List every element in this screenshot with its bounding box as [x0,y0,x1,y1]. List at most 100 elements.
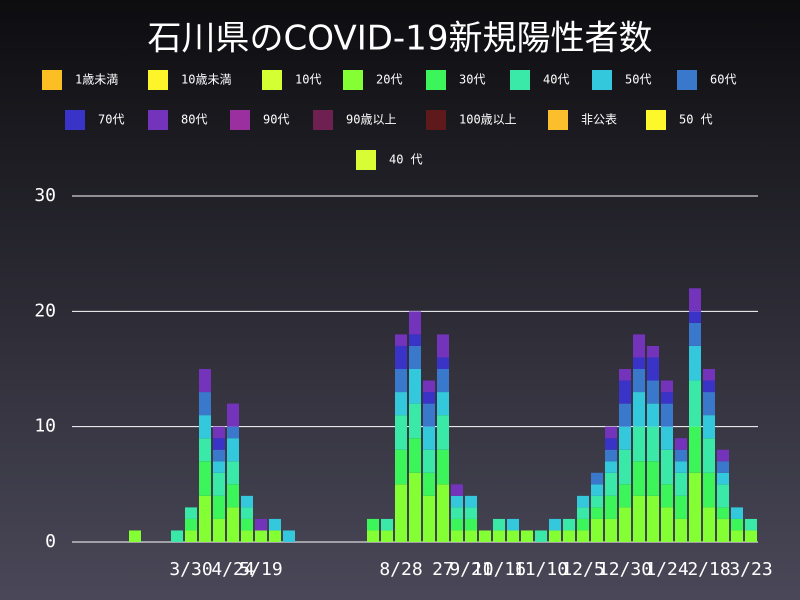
bar-segment [269,530,281,542]
bar-segment [605,495,617,519]
bar-segment [633,426,645,462]
bar-segment [465,495,477,508]
bar-segment [241,518,253,531]
bar-segment [213,472,225,496]
bar-segment [395,392,407,416]
legend-swatch [313,110,333,130]
legend-label: 1歳未満 [75,73,118,87]
bar-segment [563,518,575,531]
bar-segment [619,380,631,404]
bar-segment [675,461,687,473]
bar-segment [549,530,561,542]
legend-swatch [548,110,568,130]
bar-segment [689,345,701,381]
bar-segment [633,461,645,496]
bar-segment [605,461,617,473]
bar-segment [731,507,743,519]
y-tick-label: 30 [34,185,56,206]
bar-segment [437,369,449,393]
bar-segment [493,518,505,531]
bar-segment [199,392,211,416]
bar-segment [563,530,575,542]
bar-segment [395,345,407,369]
y-tick-label: 20 [34,300,56,321]
bar-segment [745,518,757,531]
x-tick-label: 4/24 [211,559,254,580]
legend-swatch [262,70,282,90]
bar-segment [199,438,211,462]
bar-segment [409,403,421,439]
bar-segment [227,426,239,439]
bar-segment [703,369,715,381]
bar-segment [409,369,421,404]
bar-segment [395,484,407,542]
bar-segment [171,530,183,542]
bar-segment [409,438,421,473]
x-tick-label: 9/21 [449,559,492,580]
bar-segment [689,426,701,473]
bar-segment [227,438,239,462]
legend-swatch [426,70,446,90]
bar-segment [493,530,505,542]
chart-title: 石川県のCOVID-19新規陽性者数 [148,19,653,59]
bar-segment [689,472,701,542]
legend-swatch [148,110,168,130]
legend-swatch [343,70,363,90]
bar-segment [199,369,211,393]
y-tick-label: 10 [34,416,56,437]
bar-segment [381,518,393,531]
bar-segment [437,484,449,542]
bar-segment [437,357,449,369]
bar-segment [647,403,659,427]
x-tick-label: 2/18 [687,559,730,580]
bar-segment [479,530,491,542]
x-tick-label: 27 [432,559,454,580]
bar-segment [703,472,715,508]
bar-segment [591,495,603,508]
bar-segment [451,495,463,508]
bar-segment [661,392,673,404]
bar-segment [423,449,435,473]
bar-segment [423,392,435,404]
bar-segment [675,518,687,542]
bar-segment [213,495,225,519]
legend-label: 30代 [459,73,485,87]
bar-segment [227,484,239,508]
bar-segment [577,495,589,508]
bar-segment [521,530,533,542]
bar-segment [465,518,477,531]
bar-segment [409,472,421,542]
bar-segment [689,322,701,346]
x-tick-label: 1/24 [645,559,688,580]
bar-segment [647,345,659,358]
bar-segment [507,518,519,531]
bar-segment [451,484,463,496]
bar-segment [647,380,659,404]
bar-segment [675,495,687,519]
bar-segment [367,530,379,542]
bar-segment [227,461,239,485]
bar-segment [241,495,253,508]
bar-segment [199,461,211,496]
legend-label: 70代 [98,113,124,127]
legend-swatch [646,110,666,130]
legend-label: 10歳未満 [181,73,231,87]
bar-segment [451,530,463,542]
bar-segment [661,484,673,508]
legend-label: 90代 [263,113,289,127]
bar-segment [661,380,673,393]
bar-segment [213,426,225,439]
bar-segment [227,403,239,427]
bar-segment [451,518,463,531]
legend-swatch [42,70,62,90]
bar-segment [633,392,645,427]
bar-segment [395,369,407,393]
legend-swatch [356,150,376,170]
bar-segment [619,426,631,450]
bar-segment [437,392,449,416]
bar-segment [675,438,687,450]
bar-segment [661,426,673,450]
bar-segment [619,449,631,485]
bar-segment [199,495,211,542]
